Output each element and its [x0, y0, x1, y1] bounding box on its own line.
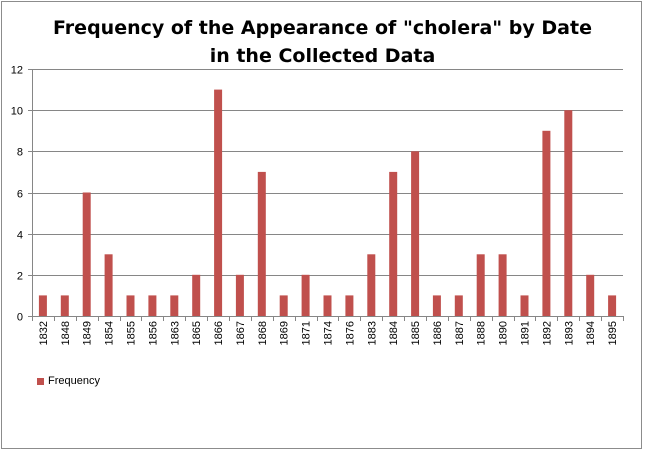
x-tick-label: 1885 [410, 321, 422, 345]
x-tick-label: 1856 [147, 321, 159, 345]
y-tick-label: 8 [17, 147, 23, 159]
bar-1884 [389, 171, 398, 316]
x-tick-label: 1891 [520, 321, 532, 345]
x-tick-label: 1874 [323, 321, 335, 345]
chart-title-line-2: in the Collected Data [209, 45, 436, 67]
y-tick-label: 10 [11, 106, 23, 118]
x-tick-label: 1868 [257, 321, 269, 345]
bar-1895 [608, 295, 617, 316]
x-tick-label: 1887 [454, 321, 466, 345]
x-tick-label: 1865 [191, 321, 203, 345]
chart-title: Frequency of the Appearance of "cholera"… [0, 14, 645, 70]
bar-1892 [542, 130, 551, 317]
bar-1885 [411, 151, 420, 316]
bar-1894 [586, 274, 595, 316]
bar-1867 [235, 274, 244, 316]
y-tick-label: 4 [17, 230, 23, 242]
x-tick-label: 1894 [585, 321, 597, 345]
x-tick-label: 1890 [498, 321, 510, 345]
bar-1866 [214, 89, 223, 316]
bar-1868 [257, 171, 266, 316]
x-tick-label: 1883 [366, 321, 378, 345]
chart-title-line-1: Frequency of the Appearance of "cholera"… [53, 17, 592, 39]
y-tick-label: 12 [11, 65, 23, 77]
x-tick-label: 1854 [104, 321, 116, 345]
bar-1863 [170, 295, 179, 316]
bar-1849 [82, 192, 91, 316]
y-tick-label: 2 [17, 271, 23, 283]
y-tick-label: 6 [17, 189, 23, 201]
bar-1890 [498, 254, 507, 317]
bar-1848 [60, 295, 69, 316]
x-tick-label: 1869 [279, 321, 291, 345]
x-tick-label: 1832 [38, 321, 50, 345]
x-tick-label: 1855 [126, 321, 138, 345]
x-tick-label: 1892 [541, 321, 553, 345]
bar-1893 [564, 110, 573, 316]
bar-1871 [301, 274, 310, 316]
x-tick-label: 1848 [60, 321, 72, 345]
bar-1876 [345, 295, 354, 316]
x-tick-label: 1849 [82, 321, 94, 345]
legend: Frequency [37, 375, 100, 387]
x-tick-label: 1867 [235, 321, 247, 345]
legend-label-frequency: Frequency [48, 375, 100, 387]
x-tick-label: 1886 [432, 321, 444, 345]
bar-1856 [148, 295, 157, 316]
x-tick-label: 1876 [344, 321, 356, 345]
x-tick-label: 1895 [607, 321, 619, 345]
legend-swatch-frequency [37, 377, 44, 385]
x-tick-label: 1888 [476, 321, 488, 345]
bar-1887 [454, 295, 463, 316]
bar-1854 [104, 254, 113, 317]
bar-1869 [279, 295, 288, 316]
x-tick-label: 1863 [169, 321, 181, 345]
bar-1855 [126, 295, 135, 316]
bar-1832 [38, 295, 47, 316]
bar-1874 [323, 295, 332, 316]
y-tick-label: 0 [17, 312, 23, 324]
bar-1865 [192, 274, 201, 316]
x-tick-label: 1893 [563, 321, 575, 345]
x-tick-label: 1884 [388, 321, 400, 345]
x-tick-label: 1866 [213, 321, 225, 345]
bar-1883 [367, 254, 376, 317]
bar-1886 [432, 295, 441, 316]
bar-1888 [476, 254, 485, 317]
x-tick-label: 1871 [301, 321, 313, 345]
bar-1891 [520, 295, 529, 316]
